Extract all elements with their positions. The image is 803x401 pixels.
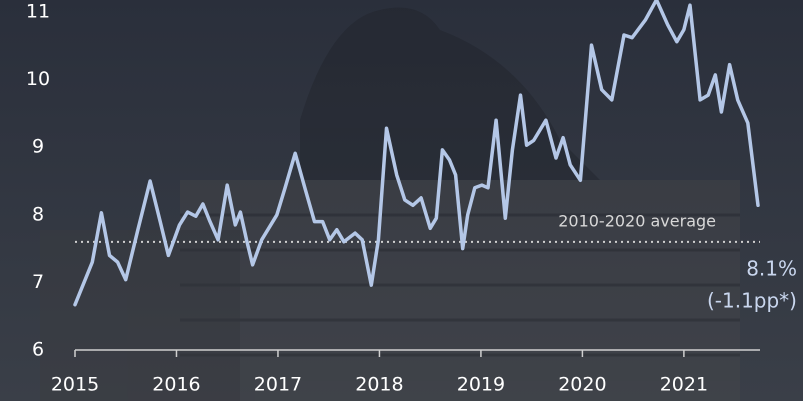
x-tick-label: 2019 bbox=[457, 374, 505, 396]
x-tick-label: 2015 bbox=[51, 374, 99, 396]
y-tick-label: 8 bbox=[32, 203, 44, 225]
y-tick-label: 9 bbox=[32, 136, 44, 158]
x-tick-label: 2017 bbox=[254, 374, 302, 396]
y-tick-label: 10 bbox=[26, 68, 50, 90]
reference-label: 2010-2020 average bbox=[558, 211, 716, 230]
annotation: (-1.1pp*) bbox=[707, 289, 797, 313]
y-tick-label: 11 bbox=[26, 1, 50, 23]
annotation: 8.1% bbox=[746, 257, 797, 281]
page: 6 7 8 9 10 11 2015 2016 2017 2018 2019 2020 2021 2010… bbox=[0, 0, 803, 401]
y-tick-label: 6 bbox=[32, 339, 44, 361]
x-tick-label: 2020 bbox=[558, 374, 606, 396]
chart: 6 7 8 9 10 11 2015 2016 2017 2018 2019 2020 2021 2010… bbox=[0, 0, 803, 401]
x-tick-label: 2016 bbox=[152, 374, 200, 396]
y-tick-label: 7 bbox=[32, 271, 44, 293]
x-tick-label: 2021 bbox=[660, 374, 708, 396]
x-tick-label: 2018 bbox=[355, 374, 403, 396]
